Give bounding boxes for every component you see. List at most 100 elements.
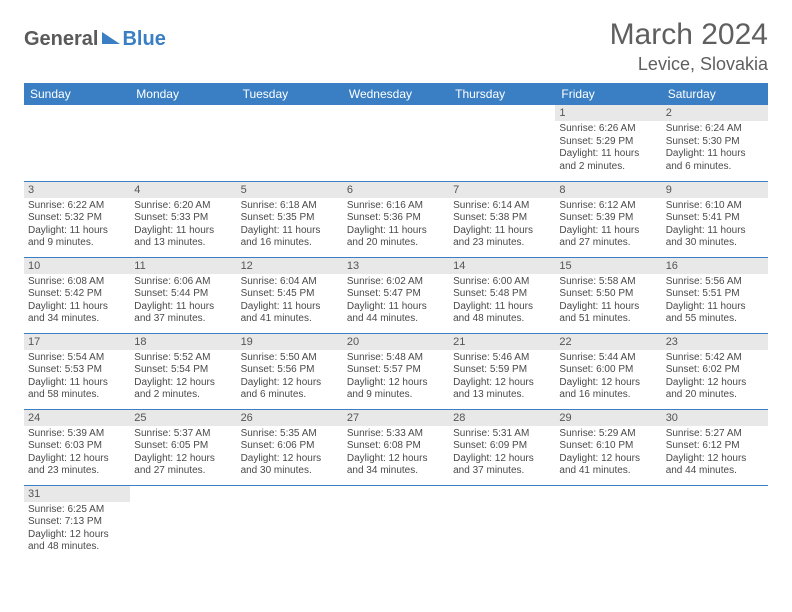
day-number: 27 — [343, 410, 449, 426]
sunrise-text: Sunrise: 5:44 AM — [559, 352, 657, 365]
title-block: March 2024 Levice, Slovakia — [610, 18, 768, 75]
sunrise-text: Sunrise: 6:14 AM — [453, 200, 551, 213]
calendar-week-row: 10Sunrise: 6:08 AMSunset: 5:42 PMDayligh… — [24, 257, 768, 333]
sunset-text: Sunset: 5:33 PM — [134, 212, 232, 225]
sunset-text: Sunset: 5:39 PM — [559, 212, 657, 225]
day-content: Sunrise: 6:04 AMSunset: 5:45 PMDaylight:… — [237, 274, 343, 330]
daylight-text: Daylight: 11 hours and 2 minutes. — [559, 148, 657, 173]
daylight-text: Daylight: 11 hours and 37 minutes. — [134, 301, 232, 326]
day-header: Saturday — [662, 83, 768, 105]
daylight-text: Daylight: 12 hours and 27 minutes. — [134, 453, 232, 478]
day-content: Sunrise: 6:16 AMSunset: 5:36 PMDaylight:… — [343, 198, 449, 254]
day-number: 30 — [662, 410, 768, 426]
page-header: General Blue March 2024 Levice, Slovakia — [24, 18, 768, 75]
day-number: 1 — [555, 105, 661, 121]
calendar-cell: 18 Sunrise: 5:52 AMSunset: 5:54 PMDayligh… — [130, 333, 236, 409]
day-content: Sunrise: 5:31 AMSunset: 6:09 PMDaylight:… — [449, 426, 555, 482]
daylight-text: Daylight: 12 hours and 16 minutes. — [559, 377, 657, 402]
sunrise-text: Sunrise: 6:20 AM — [134, 200, 232, 213]
day-number: 2 — [662, 105, 768, 121]
day-number: 20 — [343, 334, 449, 350]
day-content — [555, 490, 661, 496]
sunset-text: Sunset: 6:05 PM — [134, 440, 232, 453]
daylight-text: Daylight: 12 hours and 30 minutes. — [241, 453, 339, 478]
calendar-cell: 21Sunrise: 5:46 AMSunset: 5:59 PMDayligh… — [449, 333, 555, 409]
daylight-text: Daylight: 11 hours and 30 minutes. — [666, 225, 764, 250]
calendar-cell: 29Sunrise: 5:29 AMSunset: 6:10 PMDayligh… — [555, 409, 661, 485]
day-content — [237, 490, 343, 496]
calendar-table: Sunday Monday Tuesday Wednesday Thursday… — [24, 83, 768, 561]
day-content: Sunrise: 6:02 AMSunset: 5:47 PMDaylight:… — [343, 274, 449, 330]
calendar-cell: 7Sunrise: 6:14 AMSunset: 5:38 PMDaylight… — [449, 181, 555, 257]
sunrise-text: Sunrise: 6:22 AM — [28, 200, 126, 213]
calendar-cell: 14Sunrise: 6:00 AMSunset: 5:48 PMDayligh… — [449, 257, 555, 333]
location-label: Levice, Slovakia — [610, 54, 768, 75]
day-number: 29 — [555, 410, 661, 426]
sunset-text: Sunset: 5:54 PM — [134, 364, 232, 377]
calendar-cell: 25Sunrise: 5:37 AMSunset: 6:05 PMDayligh… — [130, 409, 236, 485]
sunset-text: Sunset: 6:06 PM — [241, 440, 339, 453]
calendar-cell — [130, 105, 236, 181]
day-content: Sunrise: 5:46 AMSunset: 5:59 PMDaylight:… — [449, 350, 555, 406]
sunset-text: Sunset: 5:36 PM — [347, 212, 445, 225]
calendar-cell — [555, 485, 661, 561]
calendar-cell: 5Sunrise: 6:18 AMSunset: 5:35 PMDaylight… — [237, 181, 343, 257]
sunrise-text: Sunrise: 6:24 AM — [666, 123, 764, 136]
day-content: Sunrise: 5:54 AMSunset: 5:53 PMDaylight:… — [24, 350, 130, 406]
triangle-icon — [102, 32, 120, 44]
day-content: Sunrise: 6:00 AMSunset: 5:48 PMDaylight:… — [449, 274, 555, 330]
daylight-text: Daylight: 12 hours and 2 minutes. — [134, 377, 232, 402]
calendar-cell: 13Sunrise: 6:02 AMSunset: 5:47 PMDayligh… — [343, 257, 449, 333]
month-title: March 2024 — [610, 18, 768, 52]
calendar-week-row: 17Sunrise: 5:54 AMSunset: 5:53 PMDayligh… — [24, 333, 768, 409]
daylight-text: Daylight: 12 hours and 23 minutes. — [28, 453, 126, 478]
calendar-cell — [237, 485, 343, 561]
sunrise-text: Sunrise: 6:04 AM — [241, 276, 339, 289]
sunrise-text: Sunrise: 5:58 AM — [559, 276, 657, 289]
day-number: 14 — [449, 258, 555, 274]
day-content — [237, 109, 343, 115]
daylight-text: Daylight: 12 hours and 9 minutes. — [347, 377, 445, 402]
sunrise-text: Sunrise: 5:56 AM — [666, 276, 764, 289]
sunrise-text: Sunrise: 5:50 AM — [241, 352, 339, 365]
day-content: Sunrise: 6:08 AMSunset: 5:42 PMDaylight:… — [24, 274, 130, 330]
day-content — [662, 490, 768, 496]
calendar-cell: 11Sunrise: 6:06 AMSunset: 5:44 PMDayligh… — [130, 257, 236, 333]
sunrise-text: Sunrise: 5:46 AM — [453, 352, 551, 365]
logo-text-general: General — [24, 28, 98, 51]
day-number: 12 — [237, 258, 343, 274]
day-number: 17 — [24, 334, 130, 350]
day-number: 3 — [24, 182, 130, 198]
sunset-text: Sunset: 5:42 PM — [28, 288, 126, 301]
sunrise-text: Sunrise: 6:10 AM — [666, 200, 764, 213]
calendar-cell: 26Sunrise: 5:35 AMSunset: 6:06 PMDayligh… — [237, 409, 343, 485]
day-content — [24, 109, 130, 115]
sunrise-text: Sunrise: 6:25 AM — [28, 504, 126, 517]
sunrise-text: Sunrise: 5:42 AM — [666, 352, 764, 365]
calendar-cell: 27Sunrise: 5:33 AMSunset: 6:08 PMDayligh… — [343, 409, 449, 485]
calendar-cell — [130, 485, 236, 561]
sunset-text: Sunset: 5:45 PM — [241, 288, 339, 301]
sunset-text: Sunset: 6:00 PM — [559, 364, 657, 377]
calendar-week-row: 31Sunrise: 6:25 AMSunset: 7:13 PMDayligh… — [24, 485, 768, 561]
daylight-text: Daylight: 11 hours and 51 minutes. — [559, 301, 657, 326]
day-content — [449, 490, 555, 496]
day-content: Sunrise: 5:37 AMSunset: 6:05 PMDaylight:… — [130, 426, 236, 482]
sunrise-text: Sunrise: 5:52 AM — [134, 352, 232, 365]
calendar-cell: 10Sunrise: 6:08 AMSunset: 5:42 PMDayligh… — [24, 257, 130, 333]
calendar-cell: 20Sunrise: 5:48 AMSunset: 5:57 PMDayligh… — [343, 333, 449, 409]
sunrise-text: Sunrise: 5:31 AM — [453, 428, 551, 441]
day-number: 4 — [130, 182, 236, 198]
sunset-text: Sunset: 5:51 PM — [666, 288, 764, 301]
day-content: Sunrise: 6:14 AMSunset: 5:38 PMDaylight:… — [449, 198, 555, 254]
sunset-text: Sunset: 5:29 PM — [559, 136, 657, 149]
day-number: 16 — [662, 258, 768, 274]
sunrise-text: Sunrise: 6:02 AM — [347, 276, 445, 289]
daylight-text: Daylight: 11 hours and 58 minutes. — [28, 377, 126, 402]
day-content: Sunrise: 6:06 AMSunset: 5:44 PMDaylight:… — [130, 274, 236, 330]
calendar-cell: 31Sunrise: 6:25 AMSunset: 7:13 PMDayligh… — [24, 485, 130, 561]
sunset-text: Sunset: 5:50 PM — [559, 288, 657, 301]
day-number: 22 — [555, 334, 661, 350]
day-number: 18 — [130, 334, 236, 350]
sunrise-text: Sunrise: 6:12 AM — [559, 200, 657, 213]
